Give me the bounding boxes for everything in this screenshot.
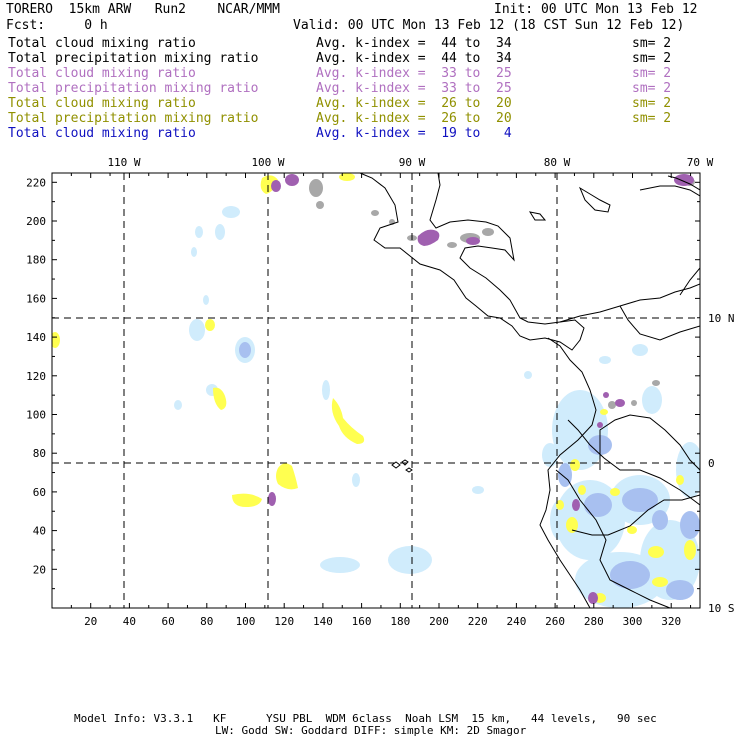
legend-avg-6: Avg. k-index = 19 to 4: [316, 126, 512, 141]
lon-label-3: 80 W: [544, 156, 571, 169]
x-tick-160: 160: [352, 615, 372, 628]
legend-avg-0: Avg. k-index = 44 to 34: [316, 36, 512, 51]
header-title: TORERO 15km ARW Run2 NCAR/MMM: [6, 2, 280, 17]
legend-sm-4: sm= 2: [632, 96, 672, 111]
legend-avg-4: Avg. k-index = 26 to 20: [316, 96, 512, 111]
legend-field-0: Total cloud mixing ratio: [8, 36, 196, 51]
legend-avg-3: Avg. k-index = 33 to 25: [316, 81, 512, 96]
header-init: Init: 00 UTC Mon 13 Feb 12: [494, 2, 698, 17]
lon-label-4: 70 W: [687, 156, 714, 169]
cloud-light-blue: [174, 206, 700, 608]
y-tick-60: 60: [33, 486, 46, 499]
header-valid: Valid: 00 UTC Mon 13 Feb 12 (18 CST Sun …: [293, 18, 685, 33]
legend-field-2: Total cloud mixing ratio: [8, 66, 196, 81]
x-tick-20: 20: [84, 615, 97, 628]
x-tick-60: 60: [161, 615, 174, 628]
x-tick-320: 320: [661, 615, 681, 628]
x-tick-240: 240: [506, 615, 526, 628]
x-tick-180: 180: [390, 615, 410, 628]
x-tick-260: 260: [545, 615, 565, 628]
legend-avg-5: Avg. k-index = 26 to 20: [316, 111, 512, 126]
y-tick-140: 140: [26, 331, 46, 344]
precip-shading: [52, 173, 700, 608]
x-tick-100: 100: [236, 615, 256, 628]
legend-sm-0: sm= 2: [632, 36, 672, 51]
cloud-yellow: [52, 173, 696, 603]
footer-physics-info: LW: Godd SW: Goddard DIFF: simple KM: 2D…: [215, 724, 527, 737]
y-tick-200: 200: [26, 215, 46, 228]
legend-sm-5: sm= 2: [632, 111, 672, 126]
lon-label-1: 100 W: [251, 156, 284, 169]
cloud-purple: [268, 174, 694, 604]
cloud-gray: [309, 178, 695, 409]
map-frame: [51, 172, 701, 609]
y-tick-120: 120: [26, 370, 46, 383]
lon-label-2: 90 W: [399, 156, 426, 169]
footer-model-info: Model Info: V3.3.1 KF YSU PBL WDM 6class…: [74, 712, 657, 725]
legend-avg-1: Avg. k-index = 44 to 34: [316, 51, 512, 66]
legend-field-6: Total cloud mixing ratio: [8, 126, 196, 141]
x-tick-200: 200: [429, 615, 449, 628]
lat-label-2: 10 S: [708, 602, 735, 615]
legend-field-3: Total precipitation mixing ratio: [8, 81, 259, 96]
lat-lon-grid: [52, 173, 700, 608]
y-tick-180: 180: [26, 254, 46, 267]
x-tick-300: 300: [623, 615, 643, 628]
y-tick-220: 220: [26, 176, 46, 189]
cloud-blue: [239, 342, 700, 600]
legend-sm-1: sm= 2: [632, 51, 672, 66]
x-tick-80: 80: [200, 615, 213, 628]
legend-sm-2: sm= 2: [632, 66, 672, 81]
legend-avg-2: Avg. k-index = 33 to 25: [316, 66, 512, 81]
legend-field-4: Total cloud mixing ratio: [8, 96, 196, 111]
coastlines: [359, 173, 700, 608]
x-tick-280: 280: [584, 615, 604, 628]
legend-field-1: Total precipitation mixing ratio: [8, 51, 259, 66]
lat-label-1: 0: [708, 457, 715, 470]
x-tick-140: 140: [313, 615, 333, 628]
y-tick-100: 100: [26, 409, 46, 422]
header-forecast: Fcst: 0 h: [6, 18, 108, 33]
legend-field-5: Total precipitation mixing ratio: [8, 111, 259, 126]
y-tick-80: 80: [33, 447, 46, 460]
x-tick-40: 40: [123, 615, 136, 628]
y-tick-160: 160: [26, 292, 46, 305]
legend-sm-3: sm= 2: [632, 81, 672, 96]
x-tick-220: 220: [468, 615, 488, 628]
x-tick-120: 120: [274, 615, 294, 628]
y-tick-40: 40: [33, 525, 46, 538]
lat-label-0: 10 N: [708, 312, 735, 325]
y-tick-20: 20: [33, 563, 46, 576]
lon-label-0: 110 W: [107, 156, 140, 169]
